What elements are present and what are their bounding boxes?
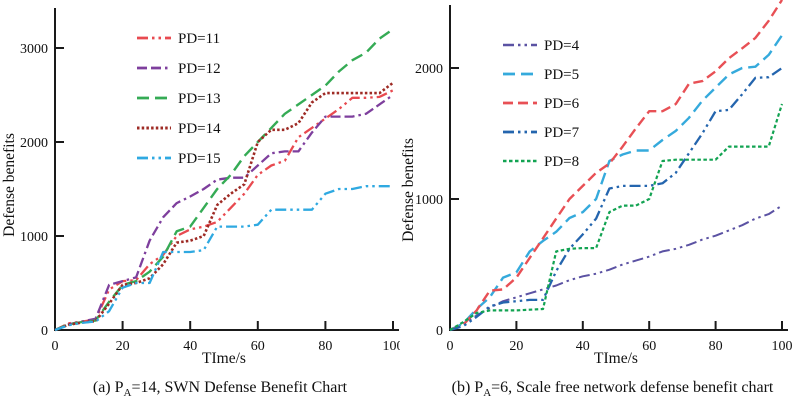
series-line-pd-11 bbox=[54, 89, 394, 332]
caption-chart-b: (b) PA=6, Scale free network defense ben… bbox=[430, 379, 795, 399]
x-tick-label: 20 bbox=[509, 339, 523, 354]
x-axis-title: TIme/s bbox=[202, 350, 246, 367]
series-line-pd-8 bbox=[449, 103, 784, 331]
caption-a-subscript: A bbox=[123, 387, 132, 400]
y-axis-title: Defense benefits bbox=[400, 138, 417, 242]
caption-b-subscript: A bbox=[483, 387, 492, 400]
x-tick-label: 0 bbox=[52, 339, 59, 354]
series-line-pd-6 bbox=[449, 0, 784, 332]
y-tick-label: 3000 bbox=[20, 42, 48, 57]
legend-label-pd-12: PD=12 bbox=[178, 61, 221, 77]
series-line-pd-14 bbox=[54, 81, 394, 332]
y-tick-label: 2000 bbox=[20, 136, 48, 151]
x-tick-label: 40 bbox=[576, 339, 590, 354]
caption-chart-a: (a) PA=14, SWN Defense Benefit Chart bbox=[0, 379, 440, 399]
legend-label-pd-8: PD=8 bbox=[544, 154, 579, 170]
y-tick-label: 0 bbox=[436, 324, 443, 339]
legend-label-pd-6: PD=6 bbox=[544, 96, 580, 112]
y-tick-label: 2000 bbox=[415, 62, 443, 77]
y-tick-label: 1000 bbox=[20, 230, 48, 245]
legend-label-pd-5: PD=5 bbox=[544, 67, 579, 83]
caption-a-prefix: (a) P bbox=[92, 379, 124, 396]
caption-b-prefix: (b) P bbox=[451, 379, 484, 396]
x-tick-label: 60 bbox=[251, 339, 265, 354]
legend-label-pd-7: PD=7 bbox=[544, 125, 580, 141]
series-line-pd-13 bbox=[54, 28, 394, 332]
caption-b-rest: =6, Scale free network defense benefit c… bbox=[491, 379, 774, 396]
y-tick-label: 0 bbox=[41, 324, 48, 339]
series-line-pd-15 bbox=[54, 185, 393, 332]
x-tick-label: 40 bbox=[183, 339, 197, 354]
legend-label-pd-13: PD=13 bbox=[178, 91, 221, 107]
legend-label-pd-15: PD=15 bbox=[178, 151, 221, 167]
y-tick-label: 1000 bbox=[415, 193, 443, 208]
y-axis-title: Defense benefits bbox=[1, 133, 18, 237]
x-tick-label: 100 bbox=[383, 339, 401, 354]
x-axis-title: TIme/s bbox=[594, 350, 638, 367]
caption-a-rest: =14, SWN Defense Benefit Chart bbox=[131, 379, 348, 396]
x-tick-label: 80 bbox=[318, 339, 332, 354]
series-line-pd-5 bbox=[449, 34, 783, 332]
legend-label-pd-4: PD=4 bbox=[544, 38, 580, 54]
legend-label-pd-11: PD=11 bbox=[178, 31, 220, 47]
series-line-pd-4 bbox=[449, 204, 783, 331]
x-tick-label: 0 bbox=[447, 339, 454, 354]
x-tick-label: 20 bbox=[116, 339, 130, 354]
series-line-pd-7 bbox=[449, 67, 783, 332]
legend-label-pd-14: PD=14 bbox=[178, 121, 221, 137]
x-tick-label: 60 bbox=[642, 339, 656, 354]
x-tick-label: 80 bbox=[709, 339, 723, 354]
x-tick-label: 100 bbox=[772, 339, 793, 354]
series-line-pd-12 bbox=[54, 94, 394, 332]
